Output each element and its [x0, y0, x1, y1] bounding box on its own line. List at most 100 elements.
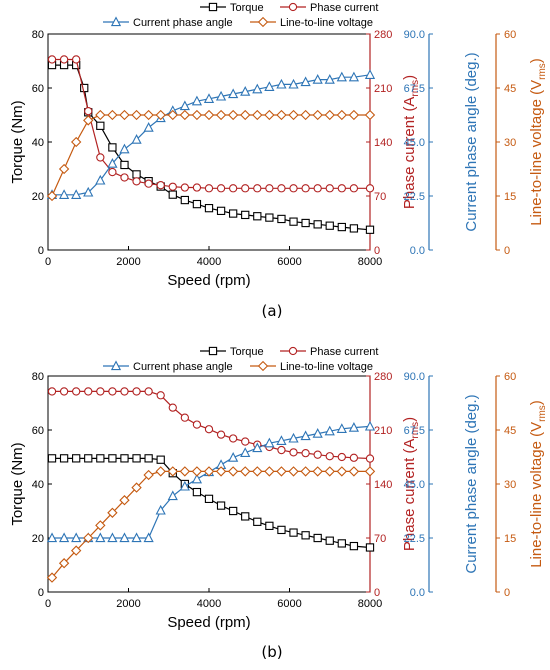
data-point	[264, 437, 275, 448]
data-point	[120, 173, 129, 182]
data-point	[132, 177, 141, 186]
phase-angle-tick-label: 45.0	[404, 137, 425, 149]
phase-current-tick-label: 140	[374, 137, 392, 149]
data-point	[191, 95, 203, 106]
legend-label: Current phase angle	[133, 17, 233, 29]
data-point	[47, 387, 57, 396]
data-point	[132, 170, 141, 179]
data-point	[348, 71, 360, 82]
data-point	[277, 214, 286, 224]
data-point	[265, 184, 274, 193]
data-point	[131, 109, 142, 121]
data-point	[95, 520, 106, 531]
x-axis-title: Speed (rpm)	[167, 614, 250, 631]
data-point	[191, 473, 203, 484]
data-point	[264, 109, 275, 121]
phase-angle-tick-label: 0.0	[410, 245, 425, 257]
data-point	[301, 218, 310, 228]
data-point	[228, 452, 239, 462]
phase-angle-axis-title: Current phase angle (deg.)	[463, 394, 480, 573]
data-point	[204, 425, 214, 434]
voltage-tick-label: 0	[504, 587, 510, 599]
phase-current-title-main: Phase current (A	[401, 439, 418, 552]
voltage-tick-label: 45	[504, 425, 516, 437]
legend-marker	[208, 2, 218, 12]
data-point	[241, 437, 250, 446]
data-point	[59, 454, 69, 463]
data-point	[276, 435, 287, 445]
data-point	[203, 109, 215, 121]
data-point	[364, 109, 376, 121]
data-point	[144, 387, 153, 396]
phase-angle-tick-label: 22.5	[404, 533, 425, 545]
data-point	[179, 100, 190, 111]
data-point	[337, 222, 346, 232]
data-point	[264, 466, 275, 477]
phase-angle-axis-title: Current phase angle (deg.)	[463, 52, 480, 231]
phase-current-title-end: )	[401, 75, 418, 80]
series-line-to-line-voltage	[46, 109, 376, 202]
phase-current-tick-label: 70	[374, 533, 386, 545]
x-tick-label: 8000	[358, 256, 382, 268]
voltage-tick-label: 45	[504, 83, 516, 95]
legend: Torque Phase current Current phase angle Li…	[103, 346, 378, 373]
data-point	[313, 184, 322, 193]
legend-marker	[288, 346, 298, 356]
data-point	[144, 179, 153, 188]
data-point	[167, 466, 178, 477]
data-point	[155, 504, 166, 515]
data-point	[365, 454, 375, 463]
data-point	[252, 442, 263, 453]
data-point	[143, 109, 154, 121]
data-point	[325, 184, 334, 193]
data-point	[131, 532, 142, 543]
voltage-tick-label: 60	[504, 371, 516, 383]
legend-marker	[288, 2, 298, 12]
legend-label: Phase current	[310, 2, 378, 14]
data-point	[192, 183, 202, 192]
data-point	[143, 532, 154, 543]
data-point	[289, 448, 298, 457]
data-point	[324, 74, 335, 84]
data-point	[46, 190, 58, 202]
series-phase-current	[47, 387, 375, 463]
data-point	[349, 184, 359, 193]
x-tick-label: 6000	[277, 256, 301, 268]
data-point	[46, 532, 58, 543]
data-point	[167, 109, 178, 121]
data-point	[120, 454, 129, 463]
phase-current-tick-label: 70	[374, 191, 386, 203]
data-point	[72, 387, 81, 396]
data-point	[300, 430, 311, 441]
data-point	[348, 422, 360, 432]
data-point	[119, 143, 130, 154]
panel-label: (b)	[261, 643, 282, 661]
data-point	[228, 88, 239, 99]
data-point	[312, 109, 323, 121]
series-line	[52, 390, 371, 460]
data-point	[241, 512, 250, 521]
data-point	[264, 81, 275, 91]
data-point	[265, 521, 274, 530]
data-point	[313, 533, 322, 543]
data-point	[107, 109, 118, 121]
torque-tick-label: 80	[32, 29, 44, 41]
legend-label: Line-to-line voltage	[280, 17, 373, 29]
voltage-title-end: )	[528, 58, 545, 63]
data-point	[156, 391, 165, 400]
data-point	[348, 109, 360, 121]
data-point	[156, 181, 165, 190]
data-point	[337, 539, 346, 548]
data-point	[289, 184, 298, 193]
data-point	[301, 448, 310, 458]
data-point	[70, 545, 82, 556]
data-point	[337, 452, 346, 462]
torque-tick-label: 60	[32, 425, 44, 437]
data-point	[240, 86, 251, 96]
torque-axis-title: Torque (Nm)	[9, 442, 26, 525]
phase-current-tick-label: 0	[374, 245, 380, 257]
voltage-title-main: Line-to-line voltage (V	[528, 422, 545, 568]
data-point	[336, 466, 348, 477]
data-point	[108, 143, 117, 152]
